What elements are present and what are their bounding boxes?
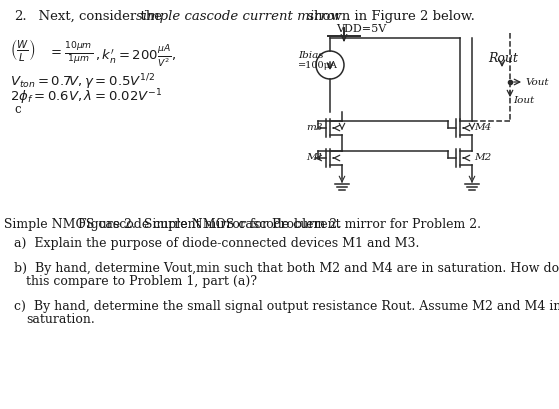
Text: Rout: Rout xyxy=(488,52,518,65)
Text: =100μA: =100μA xyxy=(298,61,338,70)
Text: $\left(\frac{W}{L}\right)$: $\left(\frac{W}{L}\right)$ xyxy=(10,38,35,64)
Text: $, k_n' = 200\frac{\mu A}{V^2},$: $, k_n' = 200\frac{\mu A}{V^2},$ xyxy=(95,43,176,69)
Text: Figure 2.  Simple NMOS cascode current mirror for Problem 2.: Figure 2. Simple NMOS cascode current mi… xyxy=(78,218,481,231)
Text: c: c xyxy=(14,103,21,116)
Text: c)  By hand, determine the small signal output resistance Rout. Assume M2 and M4: c) By hand, determine the small signal o… xyxy=(14,300,559,313)
Text: Vout: Vout xyxy=(525,78,548,87)
Text: simple cascode current mirror: simple cascode current mirror xyxy=(136,10,341,23)
Text: M4: M4 xyxy=(474,123,491,132)
Text: shown in Figure 2 below.: shown in Figure 2 below. xyxy=(303,10,475,23)
Text: $V_{ton} = 0.7V, \gamma = 0.5V^{1/2}$: $V_{ton} = 0.7V, \gamma = 0.5V^{1/2}$ xyxy=(10,72,155,92)
Text: VDD=5V: VDD=5V xyxy=(336,24,386,34)
Text: $= \frac{10\mu m}{1\mu m}$: $= \frac{10\mu m}{1\mu m}$ xyxy=(48,41,93,67)
Text: b)  By hand, determine Vout,min such that both M2 and M4 are in saturation. How : b) By hand, determine Vout,min such that… xyxy=(14,262,559,275)
Text: this compare to Problem 1, part (a)?: this compare to Problem 1, part (a)? xyxy=(26,275,257,288)
Text: Ibias: Ibias xyxy=(298,51,324,60)
Text: Next, consider the: Next, consider the xyxy=(30,10,166,23)
Text: $2\phi_f = 0.6V, \lambda = 0.02V^{-1}$: $2\phi_f = 0.6V, \lambda = 0.02V^{-1}$ xyxy=(10,87,162,107)
Text: Figure 2.  Simple NMOS cascode current mirror for Problem 2.: Figure 2. Simple NMOS cascode current mi… xyxy=(0,218,342,231)
Text: M2: M2 xyxy=(474,153,491,162)
Text: 2.: 2. xyxy=(14,10,27,23)
Text: saturation.: saturation. xyxy=(26,313,94,326)
Text: Iout: Iout xyxy=(513,96,534,105)
Text: m3: m3 xyxy=(306,123,323,132)
Text: M1: M1 xyxy=(306,153,323,162)
Text: a)  Explain the purpose of diode-connected devices M1 and M3.: a) Explain the purpose of diode-connecte… xyxy=(14,237,419,250)
